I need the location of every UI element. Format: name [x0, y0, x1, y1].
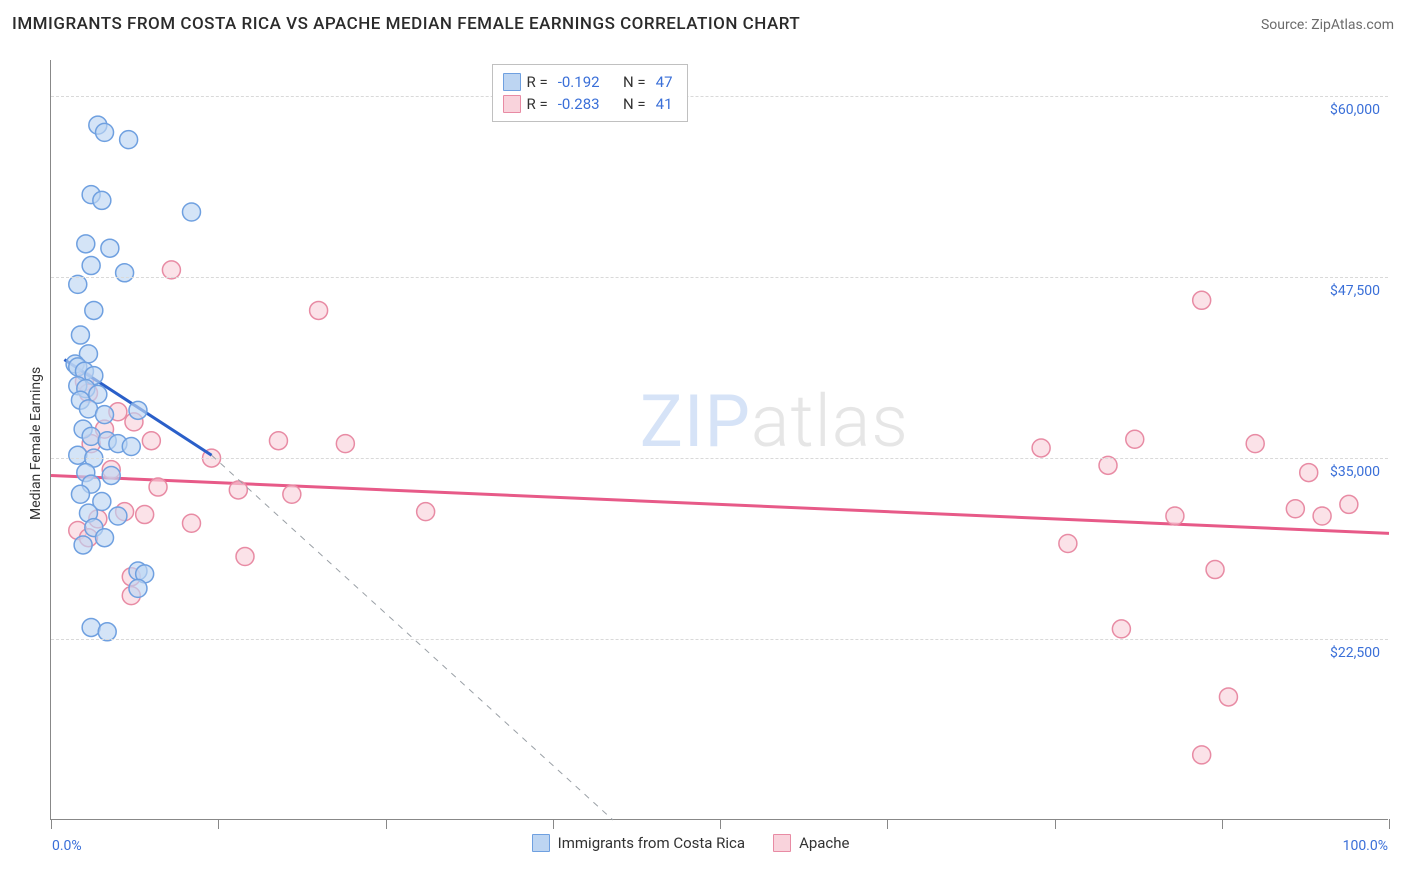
r-label: R =: [527, 71, 548, 93]
gridline: [51, 277, 1388, 278]
data-point-apache: [269, 432, 287, 450]
x-tick: [218, 819, 219, 829]
gridline: [51, 639, 1388, 640]
data-point-costarica: [71, 326, 89, 344]
data-point-apache: [236, 548, 254, 566]
data-point-costarica: [93, 191, 111, 209]
data-point-costarica: [69, 446, 87, 464]
x-tick: [51, 819, 52, 829]
data-point-costarica: [109, 507, 127, 525]
plot-area: ZIPatlas $22,500$35,000$47,500$60,000: [50, 60, 1388, 820]
x-min-label: 0.0%: [52, 838, 82, 854]
chart-container: IMMIGRANTS FROM COSTA RICA VS APACHE MED…: [0, 0, 1406, 892]
swatch-icon: [503, 95, 521, 113]
data-point-costarica: [96, 123, 114, 141]
data-point-costarica: [96, 406, 114, 424]
x-tick: [553, 819, 554, 829]
data-point-apache: [1219, 688, 1237, 706]
data-point-apache: [1112, 620, 1130, 638]
x-tick: [1389, 819, 1390, 829]
legend-label: Immigrants from Costa Rica: [558, 834, 745, 852]
plot-svg: [51, 60, 1389, 820]
title-row: IMMIGRANTS FROM COSTA RICA VS APACHE MED…: [12, 14, 1394, 34]
data-point-apache: [1246, 435, 1264, 453]
data-point-apache: [1032, 439, 1050, 457]
data-point-costarica: [102, 466, 120, 484]
y-tick-label: $22,500: [1330, 645, 1380, 661]
r-label: R =: [527, 93, 548, 115]
x-tick: [1222, 819, 1223, 829]
series-legend: Immigrants from Costa Rica Apache: [532, 834, 850, 852]
data-point-apache: [142, 432, 160, 450]
trendline-apache: [51, 475, 1389, 533]
data-point-costarica: [120, 131, 138, 149]
data-point-costarica: [116, 264, 134, 282]
n-label: N =: [623, 71, 646, 93]
legend-label: Apache: [799, 834, 849, 852]
data-point-apache: [336, 435, 354, 453]
data-point-apache: [1206, 561, 1224, 579]
data-point-apache: [1340, 495, 1358, 513]
data-point-costarica: [79, 400, 97, 418]
swatch-icon: [773, 834, 791, 852]
data-point-costarica: [182, 203, 200, 221]
swatch-icon: [503, 73, 521, 91]
x-tick: [887, 819, 888, 829]
stats-row-costarica: R = -0.192 N = 47: [503, 71, 677, 93]
data-point-costarica: [101, 239, 119, 257]
y-axis-label: Median Female Earnings: [28, 367, 44, 520]
y-tick-label: $35,000: [1330, 464, 1380, 480]
data-point-apache: [1193, 746, 1211, 764]
legend-item-apache[interactable]: Apache: [773, 834, 849, 852]
data-point-apache: [1166, 507, 1184, 525]
r-value: -0.283: [554, 93, 604, 115]
data-point-costarica: [82, 618, 100, 636]
y-tick-label: $60,000: [1330, 102, 1380, 118]
data-point-apache: [1300, 464, 1318, 482]
data-point-costarica: [129, 579, 147, 597]
data-point-apache: [1193, 291, 1211, 309]
x-tick: [1055, 819, 1056, 829]
data-point-costarica: [82, 427, 100, 445]
source-link[interactable]: ZipAtlas.com: [1311, 17, 1394, 33]
data-point-apache: [417, 503, 435, 521]
data-point-costarica: [85, 301, 103, 319]
chart-title: IMMIGRANTS FROM COSTA RICA VS APACHE MED…: [12, 14, 800, 34]
data-point-apache: [182, 514, 200, 532]
x-tick: [386, 819, 387, 829]
data-point-costarica: [74, 536, 92, 554]
data-point-apache: [1059, 535, 1077, 553]
x-tick: [720, 819, 721, 829]
data-point-apache: [283, 485, 301, 503]
stats-row-apache: R = -0.283 N = 41: [503, 93, 677, 115]
data-point-apache: [310, 301, 328, 319]
data-point-costarica: [96, 529, 114, 547]
x-max-label: 100.0%: [1343, 838, 1388, 854]
source-label: Source:: [1261, 17, 1308, 33]
data-point-costarica: [77, 235, 95, 253]
gridline: [51, 458, 1388, 459]
r-value: -0.192: [554, 71, 604, 93]
trendline-extrapolated-costarica: [212, 455, 613, 820]
data-point-apache: [1126, 430, 1144, 448]
data-point-apache: [136, 506, 154, 524]
data-point-apache: [149, 478, 167, 496]
data-point-costarica: [129, 401, 147, 419]
data-point-costarica: [122, 438, 140, 456]
data-point-costarica: [82, 257, 100, 275]
data-point-apache: [1286, 500, 1304, 518]
y-tick-label: $47,500: [1330, 283, 1380, 299]
data-point-apache: [229, 481, 247, 499]
n-value: 47: [652, 71, 677, 93]
swatch-icon: [532, 834, 550, 852]
gridline: [51, 96, 1388, 97]
legend-item-costarica[interactable]: Immigrants from Costa Rica: [532, 834, 745, 852]
stats-legend: R = -0.192 N = 47 R = -0.283 N = 41: [492, 64, 688, 122]
source-attribution: Source: ZipAtlas.com: [1261, 17, 1394, 33]
n-value: 41: [652, 93, 677, 115]
data-point-apache: [1313, 507, 1331, 525]
data-point-costarica: [71, 485, 89, 503]
n-label: N =: [623, 93, 646, 115]
